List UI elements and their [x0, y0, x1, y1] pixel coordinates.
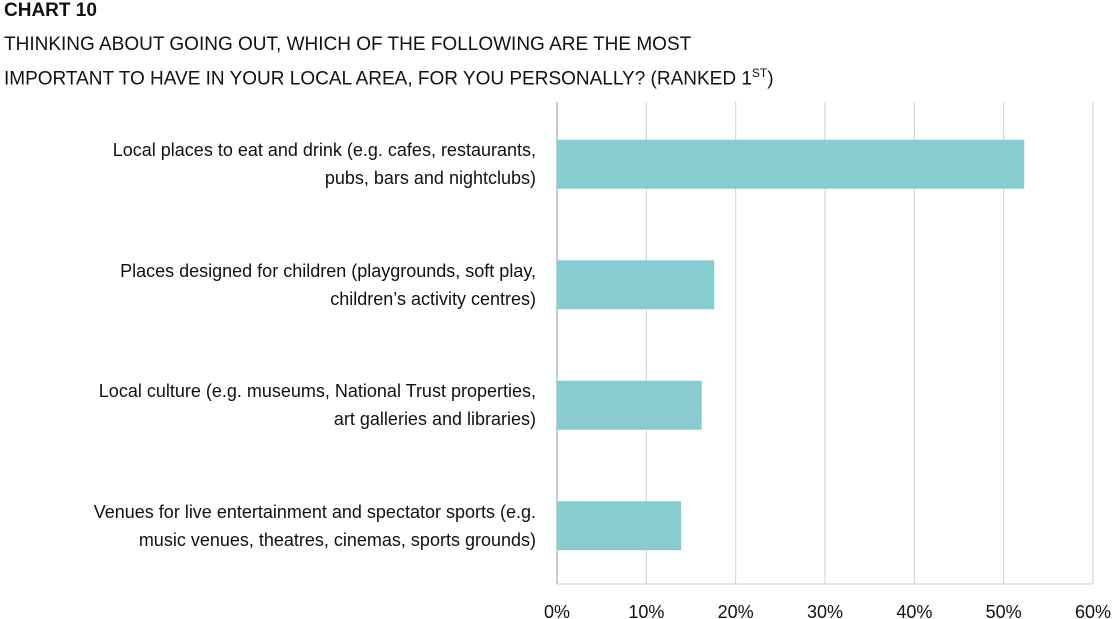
title-close: ) — [767, 68, 774, 90]
category-label: Places designed for children (playground… — [0, 257, 536, 313]
title-superscript: ST — [751, 66, 768, 80]
title-line-1: THINKING ABOUT GOING OUT, WHICH OF THE F… — [4, 34, 692, 55]
chart-title: THINKING ABOUT GOING OUT, WHICH OF THE F… — [4, 30, 1004, 93]
x-tick-label: 10% — [628, 602, 664, 619]
category-label-line: children’s activity centres) — [330, 288, 536, 309]
bar — [557, 380, 702, 430]
title-line-2: IMPORTANT TO HAVE IN YOUR LOCAL AREA, FO… — [4, 59, 1004, 93]
title-line-2-text: IMPORTANT TO HAVE IN YOUR LOCAL AREA, FO… — [4, 68, 752, 90]
x-tick-label: 50% — [986, 602, 1022, 619]
bar — [557, 501, 682, 551]
category-label-line: Venues for live entertainment and specta… — [93, 501, 536, 522]
bar — [557, 260, 715, 310]
category-label-line: art galleries and libraries) — [333, 409, 536, 430]
x-tick-label: 0% — [544, 602, 570, 619]
chart-label: CHART 10 — [4, 0, 97, 21]
category-label: Local culture (e.g. museums, National Tr… — [0, 377, 536, 433]
x-tick-label: 60% — [1075, 602, 1111, 619]
category-label-line: Places designed for children (playground… — [120, 260, 536, 281]
category-label-line: pubs, bars and nightclubs) — [324, 168, 536, 189]
x-tick-label: 40% — [896, 602, 932, 619]
category-label-line: Local places to eat and drink (e.g. cafe… — [112, 140, 536, 161]
bar — [557, 139, 1025, 189]
category-label-line: music venues, theatres, cinemas, sports … — [138, 529, 536, 550]
category-label: Local places to eat and drink (e.g. cafe… — [0, 136, 536, 192]
category-label-line: Local culture (e.g. museums, National Tr… — [98, 381, 536, 402]
category-label: Venues for live entertainment and specta… — [0, 498, 536, 554]
x-tick-label: 30% — [807, 602, 843, 619]
x-tick-label: 20% — [718, 602, 754, 619]
